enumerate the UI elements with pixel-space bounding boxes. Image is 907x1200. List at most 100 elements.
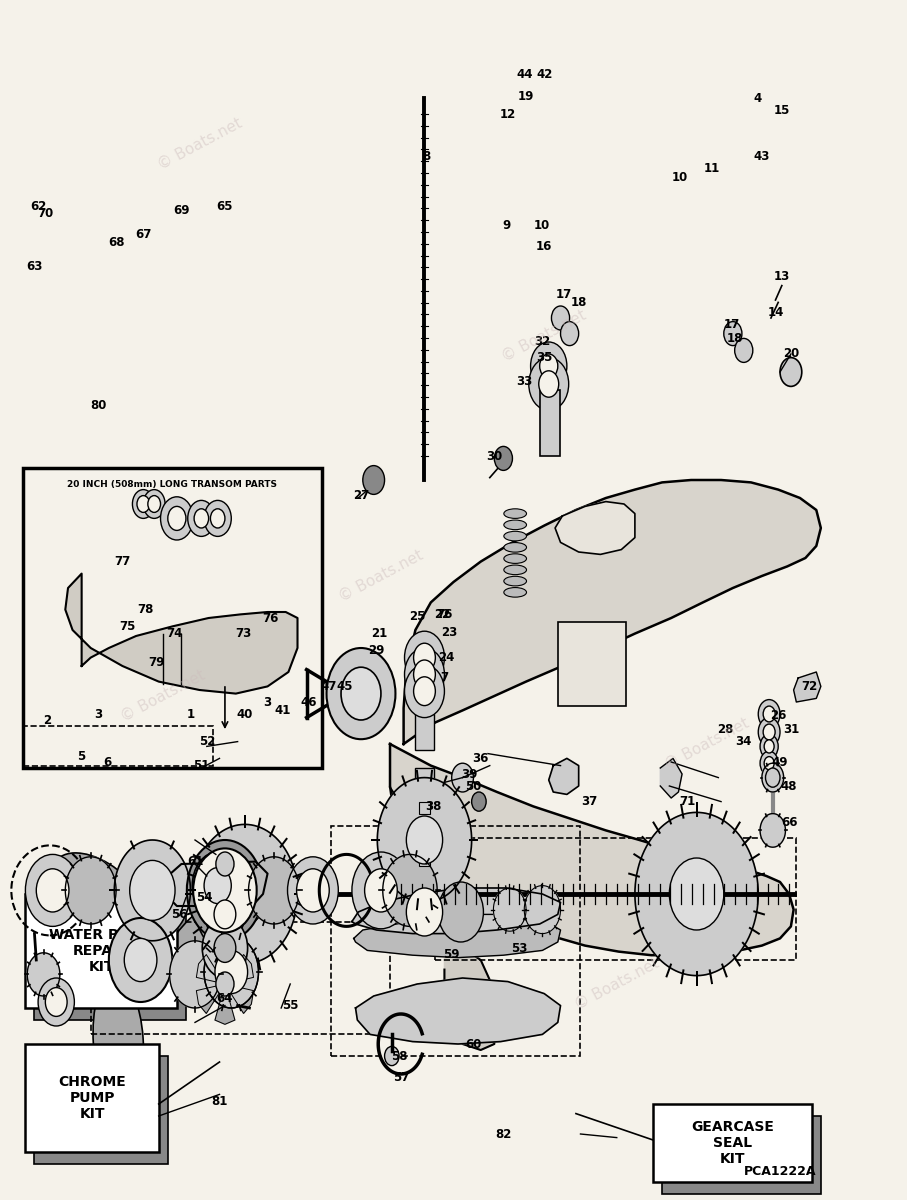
Circle shape: [204, 500, 231, 536]
Circle shape: [531, 342, 567, 390]
Text: 13: 13: [774, 270, 790, 282]
Circle shape: [414, 677, 435, 706]
Polygon shape: [165, 862, 268, 906]
Circle shape: [204, 868, 231, 904]
Bar: [415, 714, 434, 750]
Circle shape: [766, 768, 780, 787]
Bar: [415, 798, 434, 822]
Circle shape: [161, 497, 193, 540]
Circle shape: [494, 446, 512, 470]
Polygon shape: [555, 502, 635, 554]
Text: 42: 42: [536, 68, 552, 80]
Text: 7: 7: [441, 672, 448, 684]
Bar: [25, 1044, 159, 1152]
Text: © Boats.net: © Boats.net: [336, 547, 425, 605]
Text: 60: 60: [465, 1038, 482, 1050]
Bar: [419, 838, 430, 850]
Polygon shape: [204, 936, 258, 1008]
Text: 12: 12: [500, 108, 516, 120]
Text: 3: 3: [94, 708, 102, 720]
Circle shape: [540, 354, 558, 378]
Polygon shape: [493, 888, 526, 931]
Text: 53: 53: [511, 942, 527, 954]
Circle shape: [193, 848, 257, 932]
Circle shape: [735, 338, 753, 362]
Circle shape: [216, 972, 234, 996]
Text: 2: 2: [44, 714, 51, 726]
Circle shape: [168, 506, 186, 530]
Text: 63: 63: [26, 260, 43, 272]
Circle shape: [215, 950, 248, 994]
Text: 15: 15: [774, 104, 790, 116]
Text: 30: 30: [486, 450, 502, 462]
Text: 56: 56: [171, 908, 188, 920]
Circle shape: [406, 888, 443, 936]
Text: © Boats.net: © Boats.net: [572, 955, 661, 1013]
Text: 69: 69: [173, 204, 190, 216]
Circle shape: [143, 490, 165, 518]
Circle shape: [452, 763, 473, 792]
Polygon shape: [404, 480, 821, 744]
Circle shape: [222, 864, 268, 924]
Bar: [419, 854, 430, 866]
Text: 82: 82: [495, 1128, 512, 1140]
Text: © Boats.net: © Boats.net: [500, 307, 589, 365]
Circle shape: [438, 882, 483, 942]
Circle shape: [365, 869, 397, 912]
Text: 17: 17: [556, 288, 572, 300]
Circle shape: [758, 700, 780, 728]
Text: 4: 4: [753, 92, 762, 104]
Circle shape: [327, 648, 395, 739]
Ellipse shape: [504, 542, 526, 552]
Circle shape: [210, 509, 225, 528]
Circle shape: [414, 660, 435, 689]
Text: 32: 32: [534, 336, 551, 348]
Text: 51: 51: [193, 760, 210, 772]
Text: 35: 35: [536, 352, 552, 364]
Polygon shape: [192, 824, 297, 964]
Circle shape: [724, 322, 742, 346]
Circle shape: [148, 496, 161, 512]
Circle shape: [764, 739, 775, 754]
Text: 43: 43: [754, 150, 770, 162]
Bar: [435, 838, 796, 960]
Text: 59: 59: [444, 948, 460, 960]
Circle shape: [36, 869, 69, 912]
Text: 66: 66: [781, 816, 797, 828]
Bar: [653, 1104, 812, 1182]
Circle shape: [529, 358, 569, 410]
Ellipse shape: [504, 576, 526, 586]
Circle shape: [406, 816, 443, 864]
Polygon shape: [170, 941, 220, 1008]
Text: 49: 49: [772, 756, 788, 768]
Text: 46: 46: [300, 696, 317, 708]
Polygon shape: [635, 812, 758, 976]
Bar: [25, 894, 177, 1008]
Text: 3: 3: [264, 696, 271, 708]
Circle shape: [764, 756, 775, 770]
Text: 44: 44: [516, 68, 532, 80]
Text: 47: 47: [320, 680, 336, 692]
Text: © Boats.net: © Boats.net: [663, 715, 752, 773]
Circle shape: [341, 667, 381, 720]
Text: CHROME
PUMP
KIT: CHROME PUMP KIT: [58, 1075, 126, 1121]
Text: 34: 34: [736, 736, 752, 748]
Bar: [91, 922, 390, 1034]
Text: 52: 52: [199, 736, 215, 748]
Circle shape: [405, 631, 444, 684]
Bar: [23, 468, 322, 768]
Polygon shape: [352, 888, 561, 934]
Polygon shape: [196, 984, 225, 1014]
Polygon shape: [215, 943, 235, 984]
Text: 62: 62: [30, 200, 46, 212]
Text: 79: 79: [148, 656, 164, 668]
Text: 75: 75: [119, 620, 135, 632]
Circle shape: [414, 643, 435, 672]
Text: 55: 55: [282, 1000, 298, 1012]
Circle shape: [214, 900, 236, 929]
Circle shape: [137, 496, 150, 512]
Bar: [415, 768, 434, 798]
Text: 16: 16: [536, 240, 552, 252]
Text: 20: 20: [783, 348, 799, 360]
Ellipse shape: [504, 588, 526, 598]
